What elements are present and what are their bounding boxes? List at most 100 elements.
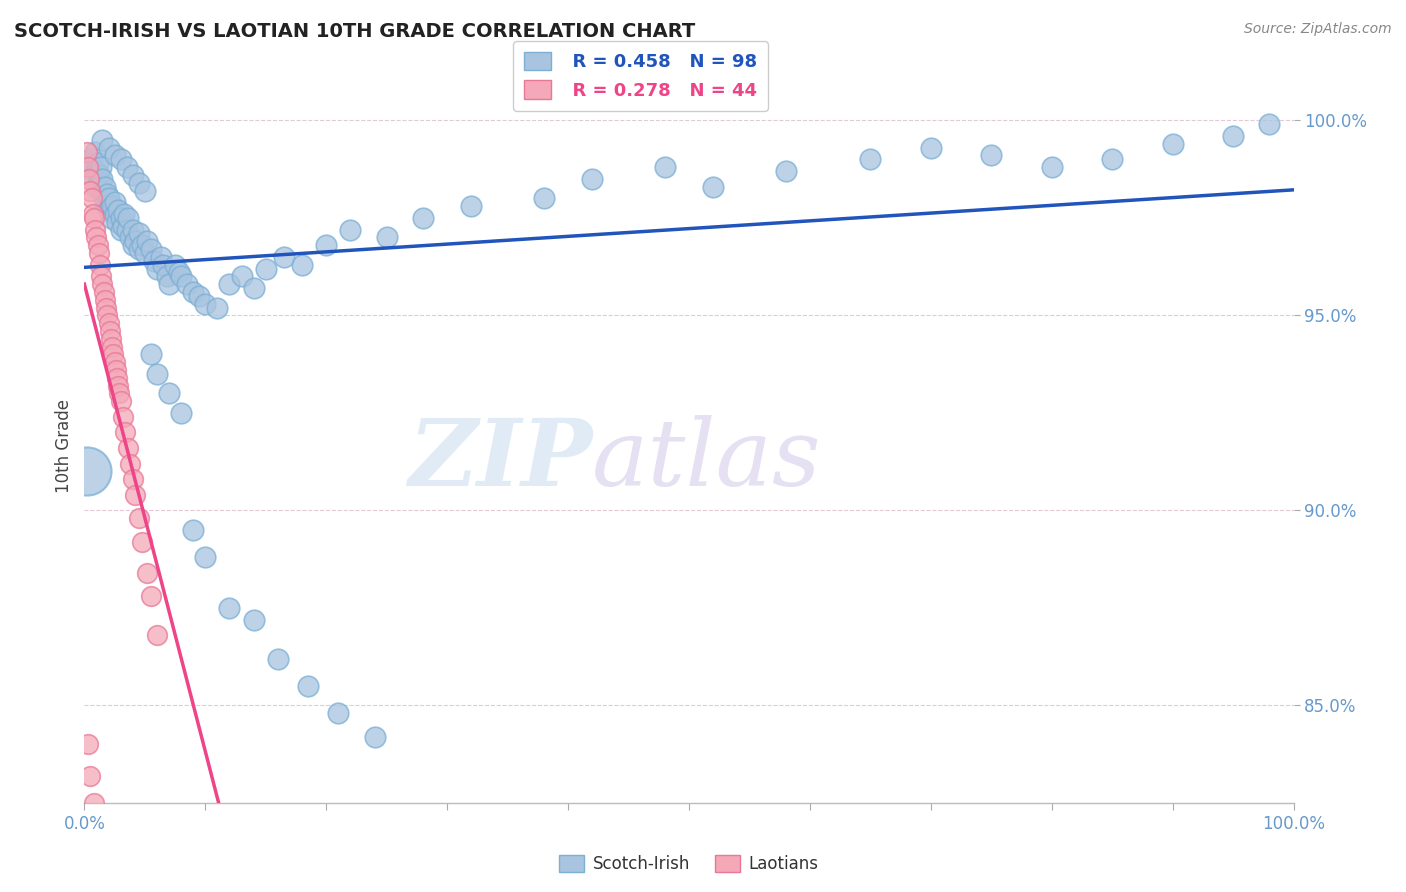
Point [110, 222, 132, 236]
Point [273, 250, 295, 264]
Point [107, 203, 129, 218]
Point [105, 370, 128, 384]
Point [108, 386, 131, 401]
Point [79, 768, 101, 782]
Point [146, 367, 169, 381]
Point [83, 172, 105, 186]
Point [96, 309, 118, 323]
Point [533, 191, 555, 205]
Point [136, 234, 159, 248]
Point [93, 285, 115, 299]
Point [121, 222, 143, 236]
Point [77, 172, 100, 186]
Point [86, 164, 108, 178]
Point [1258, 117, 1281, 131]
Point [149, 250, 172, 264]
Point [859, 153, 882, 167]
Point [363, 730, 385, 744]
Point [128, 242, 150, 256]
Point [97, 141, 120, 155]
Point [79, 153, 101, 167]
Point [110, 211, 132, 225]
Point [339, 222, 361, 236]
Point [82, 160, 104, 174]
Point [654, 160, 676, 174]
Point [139, 589, 162, 603]
Point [98, 324, 121, 338]
Point [124, 234, 146, 248]
Point [86, 238, 108, 252]
Point [91, 172, 114, 186]
Point [86, 156, 108, 170]
Point [80, 191, 103, 205]
Point [702, 179, 724, 194]
Point [194, 550, 217, 565]
Point [97, 203, 120, 218]
Point [83, 211, 105, 225]
Point [83, 796, 105, 810]
Point [131, 238, 153, 252]
Point [97, 191, 120, 205]
Point [128, 511, 150, 525]
Point [121, 238, 143, 252]
Point [77, 737, 100, 751]
Point [460, 199, 482, 213]
Point [139, 242, 162, 256]
Point [207, 301, 229, 315]
Point [94, 179, 117, 194]
Point [176, 277, 198, 292]
Point [87, 168, 110, 182]
Point [181, 523, 204, 537]
Point [920, 141, 942, 155]
Point [86, 230, 108, 244]
Point [87, 815, 110, 830]
Point [110, 153, 132, 167]
Point [96, 187, 118, 202]
Text: SCOTCH-IRISH VS LAOTIAN 10TH GRADE CORRELATION CHART: SCOTCH-IRISH VS LAOTIAN 10TH GRADE CORRE… [14, 22, 696, 41]
Point [267, 651, 290, 665]
Point [94, 293, 117, 307]
Point [242, 281, 264, 295]
Point [89, 176, 111, 190]
Point [91, 184, 114, 198]
Point [181, 285, 204, 299]
Point [90, 160, 112, 174]
Point [115, 160, 138, 174]
Point [1040, 160, 1063, 174]
Point [112, 207, 135, 221]
Point [188, 289, 211, 303]
Point [218, 600, 240, 615]
Point [104, 148, 127, 162]
Point [775, 164, 797, 178]
Point [297, 679, 319, 693]
Point [97, 316, 120, 330]
Point [121, 168, 143, 182]
Text: atlas: atlas [592, 416, 821, 505]
Point [105, 215, 128, 229]
Point [412, 211, 434, 225]
Point [1161, 136, 1184, 151]
Point [139, 347, 162, 361]
Point [146, 261, 169, 276]
Point [157, 386, 180, 401]
Point [101, 340, 124, 354]
Point [120, 230, 142, 244]
Point [93, 191, 115, 205]
Point [291, 258, 314, 272]
Point [117, 441, 139, 455]
Point [136, 566, 159, 580]
Point [94, 301, 117, 315]
Point [134, 246, 156, 260]
Point [112, 219, 135, 233]
Point [152, 258, 174, 272]
Point [375, 230, 398, 244]
Point [112, 409, 135, 424]
Point [114, 425, 136, 440]
Point [155, 269, 177, 284]
Point [91, 133, 114, 147]
Point [165, 258, 187, 272]
Point [120, 457, 142, 471]
Point [231, 269, 253, 284]
Point [104, 207, 127, 221]
Point [104, 355, 127, 369]
